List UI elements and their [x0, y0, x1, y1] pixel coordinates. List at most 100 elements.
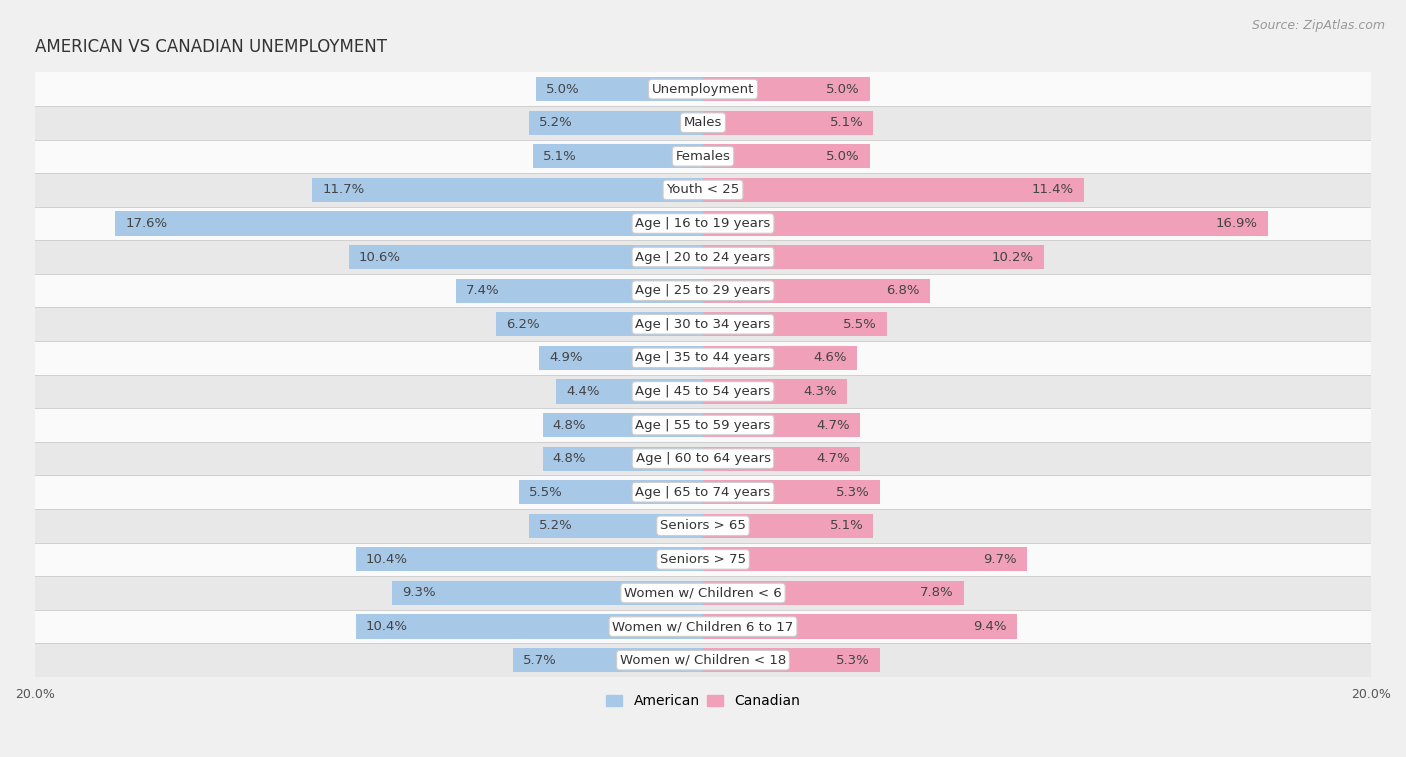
- Bar: [392, 581, 703, 605]
- Bar: [35, 475, 1371, 509]
- Text: 7.8%: 7.8%: [920, 587, 953, 600]
- Bar: [703, 279, 931, 303]
- Bar: [543, 413, 703, 437]
- Text: 4.9%: 4.9%: [550, 351, 583, 364]
- Text: Age | 35 to 44 years: Age | 35 to 44 years: [636, 351, 770, 364]
- Legend: American, Canadian: American, Canadian: [600, 689, 806, 714]
- Bar: [533, 144, 703, 168]
- Bar: [529, 111, 703, 135]
- Bar: [35, 173, 1371, 207]
- Text: 10.6%: 10.6%: [359, 251, 401, 263]
- Bar: [703, 144, 870, 168]
- Bar: [703, 413, 860, 437]
- Text: Age | 45 to 54 years: Age | 45 to 54 years: [636, 385, 770, 398]
- Text: Unemployment: Unemployment: [652, 83, 754, 95]
- Bar: [703, 379, 846, 403]
- Bar: [35, 274, 1371, 307]
- Text: 5.3%: 5.3%: [837, 654, 870, 667]
- Text: 5.7%: 5.7%: [523, 654, 557, 667]
- Text: AMERICAN VS CANADIAN UNEMPLOYMENT: AMERICAN VS CANADIAN UNEMPLOYMENT: [35, 38, 387, 56]
- Bar: [35, 610, 1371, 643]
- Text: 4.8%: 4.8%: [553, 452, 586, 465]
- Text: Age | 60 to 64 years: Age | 60 to 64 years: [636, 452, 770, 465]
- Bar: [703, 480, 880, 504]
- Bar: [536, 77, 703, 101]
- Text: Youth < 25: Youth < 25: [666, 183, 740, 196]
- Bar: [529, 514, 703, 538]
- Text: 9.7%: 9.7%: [983, 553, 1017, 566]
- Bar: [35, 207, 1371, 240]
- Text: 17.6%: 17.6%: [125, 217, 167, 230]
- Bar: [35, 375, 1371, 408]
- Text: Age | 30 to 34 years: Age | 30 to 34 years: [636, 318, 770, 331]
- Bar: [703, 447, 860, 471]
- Text: 5.1%: 5.1%: [830, 117, 863, 129]
- Bar: [703, 111, 873, 135]
- Text: Seniors > 75: Seniors > 75: [659, 553, 747, 566]
- Text: 5.2%: 5.2%: [540, 519, 574, 532]
- Text: 11.7%: 11.7%: [322, 183, 364, 196]
- Bar: [35, 576, 1371, 610]
- Text: 10.4%: 10.4%: [366, 553, 408, 566]
- Text: 5.3%: 5.3%: [837, 486, 870, 499]
- Text: 10.4%: 10.4%: [366, 620, 408, 633]
- Text: 5.0%: 5.0%: [827, 83, 860, 95]
- Text: 4.7%: 4.7%: [817, 452, 851, 465]
- Text: Source: ZipAtlas.com: Source: ZipAtlas.com: [1251, 19, 1385, 32]
- Text: Age | 65 to 74 years: Age | 65 to 74 years: [636, 486, 770, 499]
- Text: 5.1%: 5.1%: [543, 150, 576, 163]
- Text: 9.4%: 9.4%: [973, 620, 1007, 633]
- Text: 10.2%: 10.2%: [991, 251, 1033, 263]
- Bar: [35, 106, 1371, 139]
- Text: 5.2%: 5.2%: [540, 117, 574, 129]
- Text: Males: Males: [683, 117, 723, 129]
- Text: Women w/ Children < 6: Women w/ Children < 6: [624, 587, 782, 600]
- Bar: [35, 73, 1371, 106]
- Text: 5.1%: 5.1%: [830, 519, 863, 532]
- Bar: [356, 547, 703, 572]
- Text: 4.8%: 4.8%: [553, 419, 586, 431]
- Text: 5.5%: 5.5%: [529, 486, 562, 499]
- Bar: [703, 312, 887, 336]
- Bar: [555, 379, 703, 403]
- Bar: [35, 341, 1371, 375]
- Text: Women w/ Children 6 to 17: Women w/ Children 6 to 17: [613, 620, 793, 633]
- Bar: [35, 240, 1371, 274]
- Text: 4.7%: 4.7%: [817, 419, 851, 431]
- Text: 16.9%: 16.9%: [1216, 217, 1257, 230]
- Text: Females: Females: [675, 150, 731, 163]
- Bar: [35, 408, 1371, 442]
- Bar: [703, 615, 1017, 639]
- Text: Age | 20 to 24 years: Age | 20 to 24 years: [636, 251, 770, 263]
- Text: Age | 55 to 59 years: Age | 55 to 59 years: [636, 419, 770, 431]
- Text: Women w/ Children < 18: Women w/ Children < 18: [620, 654, 786, 667]
- Bar: [35, 643, 1371, 677]
- Text: Age | 16 to 19 years: Age | 16 to 19 years: [636, 217, 770, 230]
- Bar: [703, 648, 880, 672]
- Bar: [513, 648, 703, 672]
- Bar: [703, 245, 1043, 269]
- Text: 9.3%: 9.3%: [402, 587, 436, 600]
- Bar: [456, 279, 703, 303]
- Text: 4.6%: 4.6%: [813, 351, 846, 364]
- Bar: [703, 77, 870, 101]
- Bar: [35, 139, 1371, 173]
- Bar: [115, 211, 703, 235]
- Bar: [35, 543, 1371, 576]
- Text: 7.4%: 7.4%: [465, 284, 499, 298]
- Text: Age | 25 to 29 years: Age | 25 to 29 years: [636, 284, 770, 298]
- Bar: [35, 442, 1371, 475]
- Bar: [703, 211, 1268, 235]
- Bar: [703, 178, 1084, 202]
- Bar: [349, 245, 703, 269]
- Text: Seniors > 65: Seniors > 65: [659, 519, 747, 532]
- Bar: [703, 547, 1026, 572]
- Bar: [35, 509, 1371, 543]
- Text: 6.2%: 6.2%: [506, 318, 540, 331]
- Bar: [312, 178, 703, 202]
- Bar: [703, 581, 963, 605]
- Text: 6.8%: 6.8%: [887, 284, 920, 298]
- Bar: [519, 480, 703, 504]
- Bar: [543, 447, 703, 471]
- Bar: [356, 615, 703, 639]
